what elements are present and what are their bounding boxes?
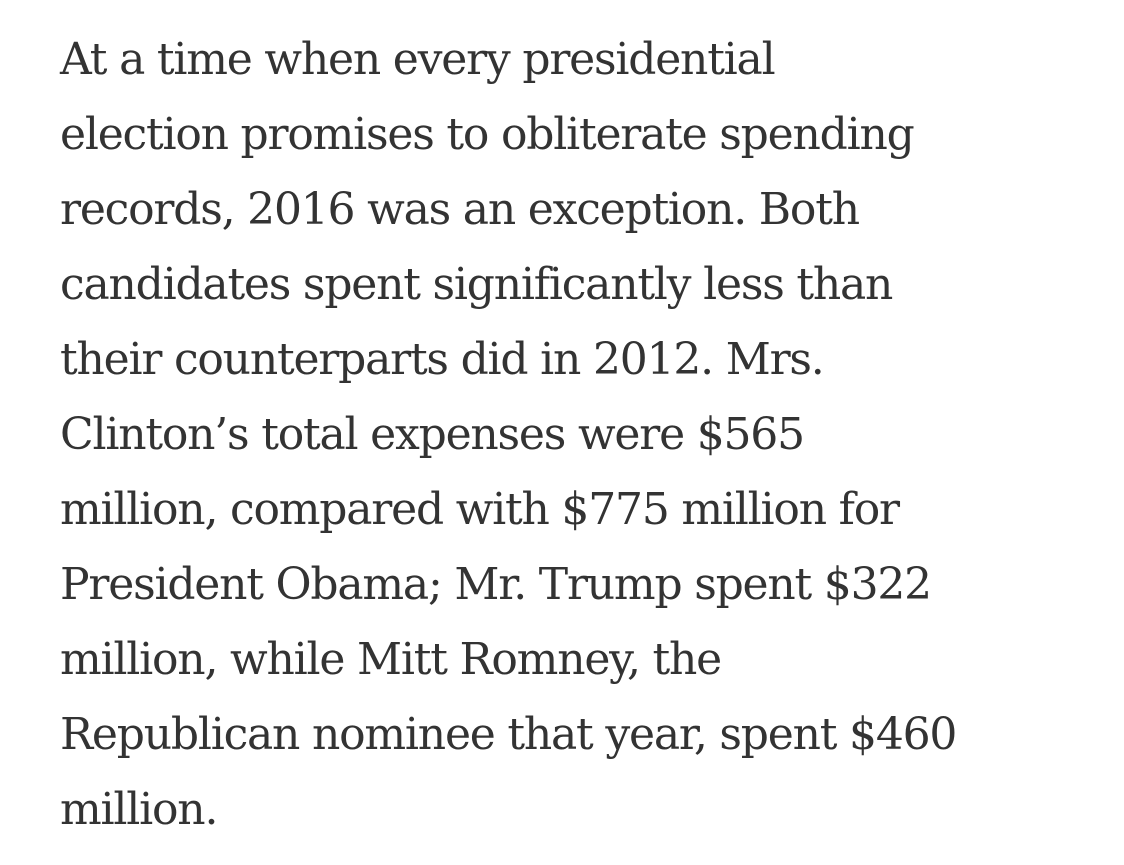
paragraph-line: million, compared with $775 million for [60,484,900,535]
paragraph-line: election promises to obliterate spending [60,109,915,160]
paragraph-line: President Obama; Mr. Trump spent $322 [60,559,932,610]
article-paragraph: At a time when every presidential electi… [60,22,1110,847]
paragraph-line: At a time when every presidential [60,34,776,85]
paragraph-line: their counterparts did in 2012. Mrs. [60,334,825,385]
paragraph-line: million. [60,784,218,835]
paragraph-line: Republican nominee that year, spent $460 [60,709,957,760]
paragraph-line: million, while Mitt Romney, the [60,634,722,685]
paragraph-line: candidates spent significantly less than [60,259,893,310]
paragraph-line: records, 2016 was an exception. Both [60,184,860,235]
paragraph-line: Clinton’s total expenses were $565 [60,409,805,460]
